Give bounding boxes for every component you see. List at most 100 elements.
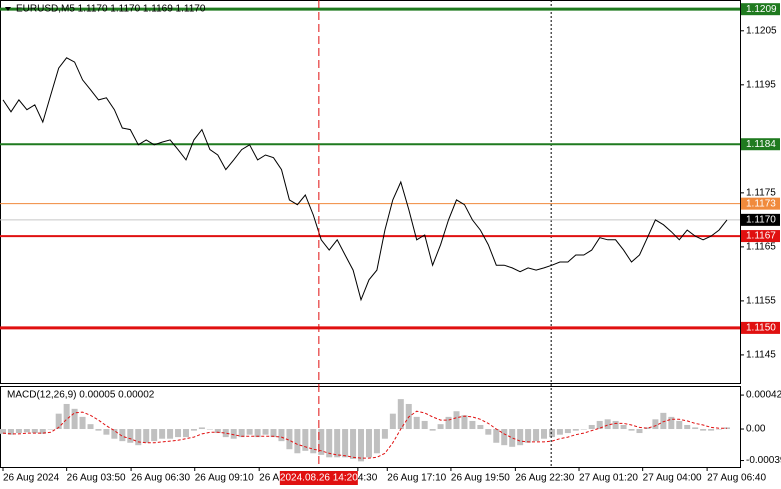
macd-bar bbox=[548, 429, 555, 438]
macd-bar bbox=[39, 429, 46, 434]
macd-bar bbox=[358, 429, 365, 462]
y-tick-label: -0.00039 bbox=[746, 455, 781, 466]
price-level-label: 1.1150 bbox=[746, 323, 776, 334]
macd-bar bbox=[0, 429, 6, 434]
macd-bar bbox=[509, 429, 516, 447]
x-tick-label: 26 Aug 06:30 bbox=[131, 473, 190, 484]
macd-bar bbox=[270, 429, 277, 438]
macd-bar bbox=[286, 429, 293, 450]
macd-bar bbox=[31, 429, 38, 434]
macd-bar bbox=[485, 429, 492, 435]
macd-bar bbox=[572, 429, 579, 431]
macd-bar bbox=[421, 420, 428, 430]
macd-bar bbox=[660, 412, 667, 430]
macd-bar bbox=[294, 429, 301, 454]
macd-bar bbox=[63, 403, 70, 430]
macd-bar bbox=[517, 429, 524, 446]
macd-bar bbox=[159, 429, 166, 439]
crosshair-label: 2024.08.26 14:20 bbox=[280, 473, 358, 484]
macd-bar bbox=[198, 427, 205, 430]
macd-bar bbox=[612, 420, 619, 430]
macd-bar bbox=[318, 429, 325, 455]
macd-bar bbox=[111, 429, 118, 439]
macd-bar bbox=[190, 429, 197, 431]
macd-bar bbox=[716, 429, 723, 430]
macd-bar bbox=[214, 429, 221, 434]
macd-bar bbox=[469, 420, 476, 430]
macd-title: MACD(12,26,9) 0.00005 0.00002 bbox=[7, 390, 155, 401]
macd-bar bbox=[644, 427, 651, 430]
y-tick-label: 1.1195 bbox=[746, 79, 776, 90]
macd-bar bbox=[445, 416, 452, 430]
macd-bar bbox=[676, 420, 683, 430]
macd-bar bbox=[302, 429, 309, 451]
macd-bar bbox=[278, 429, 285, 442]
chart-title: EURUSD,M5 1.1170 1.1170 1.1169 1.1170 bbox=[16, 4, 206, 15]
macd-bar bbox=[533, 429, 540, 442]
macd-bar bbox=[334, 429, 341, 458]
macd-bar bbox=[604, 419, 611, 430]
macd-bar bbox=[230, 429, 237, 439]
price-line bbox=[2, 57, 728, 302]
macd-bar bbox=[652, 419, 659, 430]
symbol-menu-arrow bbox=[5, 7, 11, 11]
price-panel-frame bbox=[0, 0, 741, 384]
macd-bar bbox=[708, 429, 715, 431]
macd-bar bbox=[206, 429, 213, 430]
macd-bar bbox=[238, 429, 245, 438]
macd-bar bbox=[684, 424, 691, 430]
macd-bar bbox=[254, 429, 261, 438]
macd-bar bbox=[397, 399, 404, 430]
x-tick-label: 4:30 bbox=[358, 473, 378, 484]
x-tick-label: 27 Aug 01:20 bbox=[579, 473, 638, 484]
macd-bar bbox=[429, 429, 436, 431]
macd-bar bbox=[461, 415, 468, 430]
y-tick-label: 1.1205 bbox=[746, 25, 777, 36]
macd-bar bbox=[596, 420, 603, 430]
y-tick-label: 1.1165 bbox=[746, 242, 776, 253]
price-level-label-bg bbox=[741, 230, 780, 243]
macd-bar bbox=[365, 429, 372, 458]
x-tick-label: 26 Aug 22:30 bbox=[515, 473, 574, 484]
x-tick-label: 26 Aug 2024 bbox=[3, 473, 60, 484]
macd-bar bbox=[700, 429, 707, 431]
macd-bar bbox=[477, 424, 484, 430]
x-tick-label: 26 Aug 03:50 bbox=[67, 473, 126, 484]
x-tick-label: 26 A bbox=[259, 473, 279, 484]
macd-bar bbox=[15, 429, 22, 434]
macd-bar bbox=[501, 429, 508, 446]
macd-bar bbox=[119, 429, 126, 442]
x-tick-label: 27 Aug 06:40 bbox=[707, 473, 766, 484]
price-level-label: 1.1167 bbox=[746, 231, 776, 242]
macd-bar bbox=[222, 429, 229, 438]
macd-bar bbox=[628, 429, 635, 431]
x-tick-label: 26 Aug 17:10 bbox=[387, 473, 446, 484]
y-tick-label: 1.1145 bbox=[746, 350, 776, 361]
macd-bar bbox=[135, 429, 142, 446]
macd-bar bbox=[668, 416, 675, 430]
y-tick-label: 0.00042 bbox=[746, 390, 781, 401]
macd-bar bbox=[127, 429, 134, 443]
price-level-label: 1.1209 bbox=[746, 4, 777, 15]
macd-bar bbox=[556, 429, 563, 435]
macd-bar bbox=[636, 429, 643, 434]
macd-bar bbox=[143, 429, 150, 443]
macd-bar bbox=[55, 413, 62, 430]
macd-panel-frame bbox=[0, 386, 741, 468]
macd-bar bbox=[413, 416, 420, 430]
crosshair-label-bg bbox=[279, 471, 358, 485]
y-tick-label: 1.1155 bbox=[746, 296, 776, 307]
price-level-label-bg bbox=[741, 3, 780, 16]
macd-bar bbox=[541, 429, 548, 439]
macd-bar bbox=[525, 429, 532, 443]
macd-bar bbox=[103, 429, 110, 435]
price-level-label-bg bbox=[741, 138, 780, 151]
macd-bar bbox=[182, 429, 189, 438]
macd-bar bbox=[79, 416, 86, 430]
macd-bar bbox=[381, 429, 388, 439]
macd-bar bbox=[7, 429, 14, 435]
macd-bar bbox=[246, 429, 253, 435]
x-tick-label: 27 Aug 04:00 bbox=[643, 473, 702, 484]
